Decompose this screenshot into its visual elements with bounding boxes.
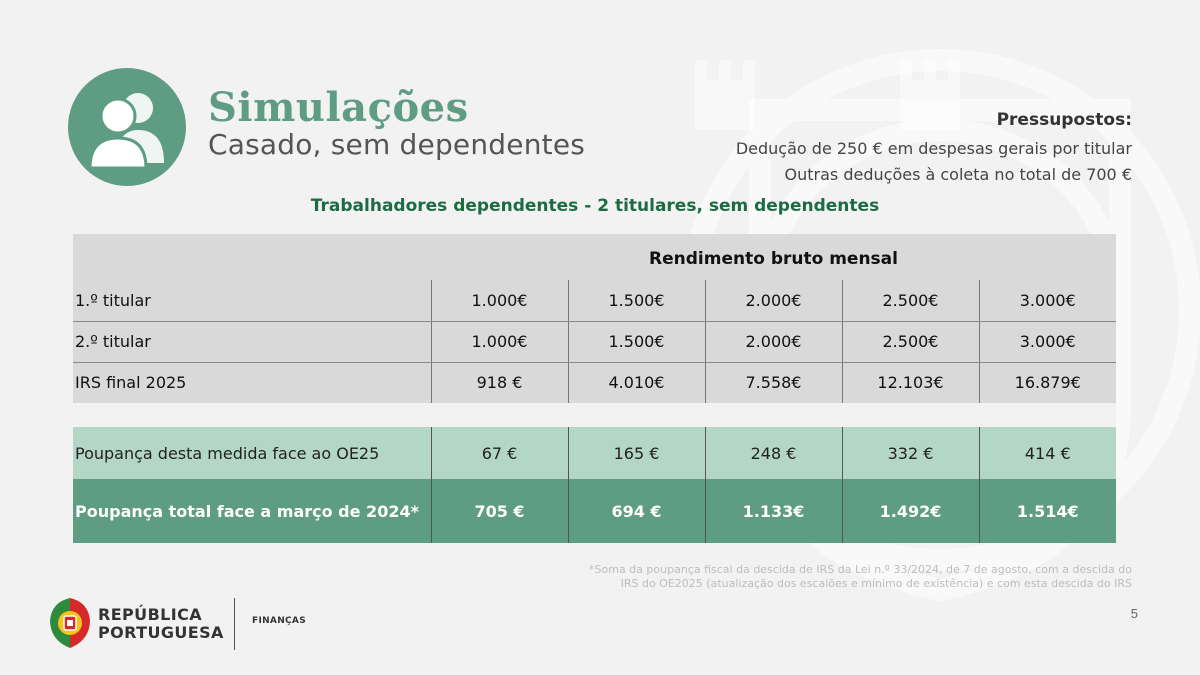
row-label: 2.º titular <box>73 321 431 363</box>
table-cell: 16.879€ <box>978 362 1116 403</box>
table-cell: 1.000€ <box>430 280 568 322</box>
republic-line: REPÚBLICA <box>98 605 203 624</box>
table-spacer-row <box>73 403 1116 427</box>
row-label: Poupança total face a março de 2024* <box>73 479 431 543</box>
footnote: *Soma da poupança fiscal da descida de I… <box>589 563 1132 591</box>
table-cell: 1.492€ <box>841 479 979 543</box>
table-cell: 918 € <box>430 362 568 403</box>
table-cell: 3.000€ <box>978 280 1116 322</box>
header-empty-cell <box>73 234 431 280</box>
table-cell: 1.133€ <box>704 479 842 543</box>
coat-of-arms-icon <box>50 598 90 648</box>
table-cell: 2.000€ <box>704 321 842 363</box>
table-cell: 1.500€ <box>567 321 705 363</box>
footer-divider <box>234 598 235 650</box>
column-group-header: Rendimento bruto mensal <box>431 234 1116 280</box>
table-row-savings-oe25: Poupança desta medida face ao OE25 67 € … <box>73 427 1116 479</box>
table-row: 2.º titular 1.000€ 1.500€ 2.000€ 2.500€ … <box>73 321 1116 363</box>
table-cell: 332 € <box>841 427 979 479</box>
table-cell: 2.500€ <box>841 321 979 363</box>
row-label: 1.º titular <box>73 280 431 322</box>
table-title: Trabalhadores dependentes - 2 titulares,… <box>310 196 880 216</box>
table-cell: 2.000€ <box>704 280 842 322</box>
people-icon <box>68 68 186 186</box>
row-label: IRS final 2025 <box>73 362 431 403</box>
page-title: Simulações <box>208 84 469 131</box>
assumption-line: Dedução de 250 € em despesas gerais por … <box>735 139 1132 158</box>
table-cell: 1.000€ <box>430 321 568 363</box>
page-number: 5 <box>1130 606 1138 621</box>
footnote-line: *Soma da poupança fiscal da descida de I… <box>589 563 1132 576</box>
table-cell: 7.558€ <box>704 362 842 403</box>
table-cell: 12.103€ <box>841 362 979 403</box>
assumption-line: Outras deduções à coleta no total de 700… <box>784 165 1132 184</box>
assumptions-box: Pressupostos: Dedução de 250 € em despes… <box>736 110 1132 188</box>
table-cell: 1.514€ <box>978 479 1116 543</box>
table-cell: 248 € <box>704 427 842 479</box>
spacer-cell <box>73 403 1116 427</box>
assumptions-heading: Pressupostos: <box>996 110 1132 130</box>
table-cell: 2.500€ <box>841 280 979 322</box>
table-cell: 4.010€ <box>567 362 705 403</box>
page-subtitle: Casado, sem dependentes <box>208 128 586 161</box>
table-header-row: Rendimento bruto mensal <box>73 234 1116 280</box>
table-cell: 67 € <box>430 427 568 479</box>
table-row: IRS final 2025 918 € 4.010€ 7.558€ 12.10… <box>73 362 1116 403</box>
table-cell: 3.000€ <box>978 321 1116 363</box>
table-cell: 165 € <box>567 427 705 479</box>
simulation-table: Rendimento bruto mensal 1.º titular 1.00… <box>73 234 1116 543</box>
republic-line: PORTUGUESA <box>98 623 224 642</box>
table-cell: 414 € <box>978 427 1116 479</box>
republic-wordmark: REPÚBLICA PORTUGUESA <box>98 606 224 642</box>
table-row-savings-total: Poupança total face a março de 2024* 705… <box>73 479 1116 543</box>
table-cell: 694 € <box>567 479 705 543</box>
footnote-line: IRS do OE2025 (atualização dos escalões … <box>620 577 1132 590</box>
table-row: 1.º titular 1.000€ 1.500€ 2.000€ 2.500€ … <box>73 280 1116 322</box>
table-cell: 705 € <box>430 479 568 543</box>
table-cell: 1.500€ <box>567 280 705 322</box>
row-label: Poupança desta medida face ao OE25 <box>73 427 431 479</box>
ministry-label: FINANÇAS <box>252 616 306 626</box>
